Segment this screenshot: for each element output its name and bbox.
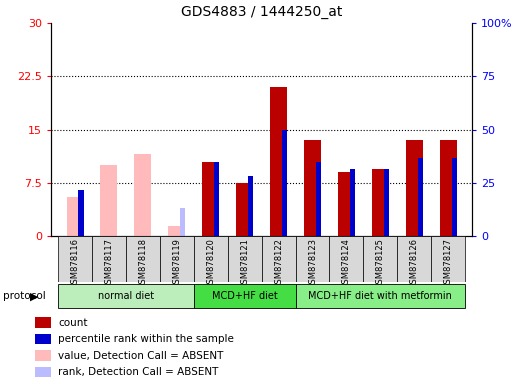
Bar xyxy=(451,158,457,236)
Bar xyxy=(384,169,389,236)
Text: GSM878124: GSM878124 xyxy=(342,238,351,289)
Bar xyxy=(282,129,287,236)
Bar xyxy=(214,162,219,236)
Bar xyxy=(58,236,92,282)
Bar xyxy=(316,162,321,236)
Bar xyxy=(372,169,389,236)
Text: GSM878116: GSM878116 xyxy=(71,238,80,290)
Text: GSM878118: GSM878118 xyxy=(139,238,147,290)
Text: MCD+HF diet with metformin: MCD+HF diet with metformin xyxy=(308,291,452,301)
Bar xyxy=(440,140,457,236)
Text: GSM878120: GSM878120 xyxy=(206,238,215,289)
Bar xyxy=(180,208,185,236)
Bar xyxy=(92,236,126,282)
Bar xyxy=(418,158,423,236)
Text: GSM878125: GSM878125 xyxy=(376,238,385,289)
Text: protocol: protocol xyxy=(3,291,45,301)
Bar xyxy=(160,236,194,282)
Text: GSM878123: GSM878123 xyxy=(308,238,317,290)
Bar xyxy=(168,225,185,236)
Text: rank, Detection Call = ABSENT: rank, Detection Call = ABSENT xyxy=(58,367,219,377)
Bar xyxy=(248,176,253,236)
Bar xyxy=(58,283,194,308)
Bar xyxy=(406,140,423,236)
Bar xyxy=(363,236,398,282)
Text: GSM878122: GSM878122 xyxy=(274,238,283,289)
Text: GSM878121: GSM878121 xyxy=(240,238,249,289)
Bar xyxy=(35,317,51,328)
Text: normal diet: normal diet xyxy=(98,291,154,301)
Text: MCD+HF diet: MCD+HF diet xyxy=(212,291,278,301)
Bar xyxy=(101,165,117,236)
Bar xyxy=(295,236,329,282)
Bar xyxy=(126,236,160,282)
Bar xyxy=(67,197,84,236)
Text: percentile rank within the sample: percentile rank within the sample xyxy=(58,334,234,344)
Bar xyxy=(398,236,431,282)
Text: GSM878117: GSM878117 xyxy=(105,238,113,290)
Bar xyxy=(304,140,321,236)
Bar xyxy=(194,283,295,308)
Bar xyxy=(194,236,228,282)
Bar xyxy=(228,236,262,282)
Bar xyxy=(295,283,465,308)
Bar xyxy=(236,183,253,236)
Bar xyxy=(350,169,355,236)
Text: GSM878119: GSM878119 xyxy=(172,238,181,289)
Text: GSM878127: GSM878127 xyxy=(444,238,452,290)
Bar xyxy=(202,162,219,236)
Bar xyxy=(134,154,151,236)
Text: GSM878126: GSM878126 xyxy=(410,238,419,290)
Bar xyxy=(35,350,51,361)
Bar xyxy=(35,367,51,377)
Bar xyxy=(35,334,51,344)
Bar xyxy=(329,236,363,282)
Bar xyxy=(431,236,465,282)
Text: ▶: ▶ xyxy=(30,291,38,301)
Title: GDS4883 / 1444250_at: GDS4883 / 1444250_at xyxy=(181,5,342,19)
Bar xyxy=(338,172,355,236)
Text: value, Detection Call = ABSENT: value, Detection Call = ABSENT xyxy=(58,351,223,361)
Text: count: count xyxy=(58,318,88,328)
Bar xyxy=(78,190,84,236)
Bar xyxy=(270,87,287,236)
Bar xyxy=(262,236,295,282)
